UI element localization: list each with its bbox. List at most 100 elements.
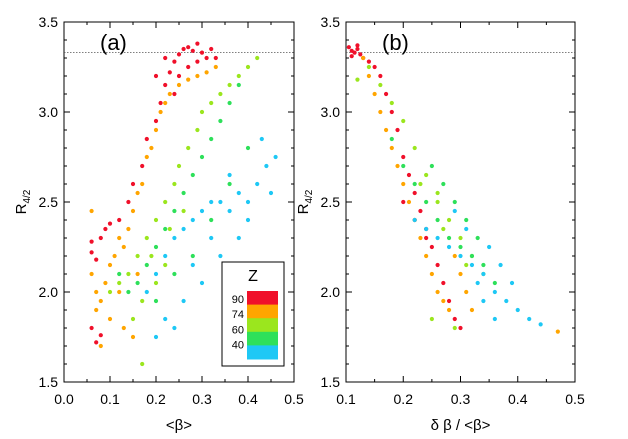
data-point (172, 59, 177, 64)
data-point (378, 109, 383, 115)
data-point (255, 181, 260, 187)
data-point (268, 190, 274, 196)
data-point (245, 64, 251, 70)
data-point (429, 316, 434, 322)
data-point (186, 45, 191, 50)
data-point (401, 163, 406, 169)
data-point (140, 298, 145, 304)
data-point (213, 55, 218, 61)
y-tick-label: 1.5 (321, 374, 341, 390)
data-point (236, 82, 241, 88)
data-point (264, 163, 269, 169)
data-point (153, 280, 159, 286)
data-point (163, 199, 168, 205)
data-point (172, 181, 177, 187)
data-point (509, 280, 515, 286)
data-point (464, 262, 469, 268)
data-point (94, 257, 99, 262)
data-point (498, 262, 503, 268)
data-point (424, 226, 429, 232)
data-point (181, 46, 186, 52)
data-point (492, 280, 497, 286)
x-tick-label: 0.4 (508, 391, 528, 407)
data-point (144, 262, 149, 268)
data-point (218, 199, 223, 205)
legend-swatch (247, 331, 278, 346)
data-point (209, 199, 214, 205)
legend-swatch (247, 291, 278, 306)
data-point (424, 199, 429, 205)
y-tick-label: 1.5 (39, 374, 59, 390)
data-point (475, 280, 480, 286)
data-point (389, 136, 394, 142)
data-point (181, 298, 186, 304)
data-point (172, 235, 177, 241)
panel-label: (a) (100, 30, 127, 55)
data-point (130, 316, 136, 322)
data-point (227, 82, 232, 88)
data-point (346, 45, 351, 50)
data-point (236, 235, 241, 241)
data-point (255, 55, 260, 61)
x-axis-label: <β> (166, 417, 192, 434)
legend-entry: 74 (232, 309, 244, 321)
data-point (153, 244, 159, 250)
data-point (94, 289, 99, 295)
data-point (199, 280, 205, 286)
data-point (140, 181, 145, 187)
data-point (89, 239, 94, 244)
data-point (172, 271, 177, 277)
data-point (355, 77, 360, 82)
x-tick-label: 0.3 (451, 391, 471, 407)
data-point (435, 289, 440, 295)
data-point (452, 208, 457, 214)
data-point (349, 54, 354, 59)
data-point (144, 235, 149, 241)
data-point (389, 145, 394, 151)
data-point (172, 325, 177, 331)
data-point (167, 226, 172, 232)
data-point (153, 118, 159, 124)
data-point (218, 118, 223, 124)
data-point (144, 289, 149, 295)
data-point (163, 226, 168, 232)
data-point (98, 298, 103, 304)
data-point (441, 226, 446, 232)
data-point (435, 235, 440, 241)
legend-entry: 40 (232, 340, 244, 352)
data-point (366, 73, 371, 79)
data-point (469, 262, 475, 268)
data-point (135, 253, 140, 259)
data-point (158, 109, 163, 115)
data-point (464, 289, 469, 295)
data-point (209, 136, 214, 142)
data-point (441, 280, 446, 286)
x-tick-label: 0.1 (336, 391, 356, 407)
data-point (481, 262, 486, 268)
data-point (458, 235, 463, 241)
data-point (98, 343, 103, 349)
data-point (412, 190, 417, 196)
data-point (163, 262, 168, 268)
data-point (176, 73, 182, 79)
data-point (446, 244, 452, 250)
data-point (103, 280, 108, 286)
data-point (163, 55, 168, 61)
data-point (103, 226, 108, 232)
data-point (89, 271, 94, 277)
data-point (204, 55, 209, 61)
data-point (153, 127, 159, 133)
data-point (452, 253, 457, 259)
data-point (130, 181, 136, 187)
data-point (538, 322, 543, 327)
data-point (355, 43, 360, 48)
y-tick-label: 3.5 (39, 14, 59, 30)
data-point (458, 253, 463, 259)
data-point (352, 50, 357, 55)
data-point (452, 199, 457, 205)
x-tick-label: 0.1 (100, 391, 120, 407)
legend-swatch (247, 318, 278, 333)
data-point (190, 217, 195, 223)
data-point (487, 244, 492, 250)
data-point (458, 325, 463, 331)
